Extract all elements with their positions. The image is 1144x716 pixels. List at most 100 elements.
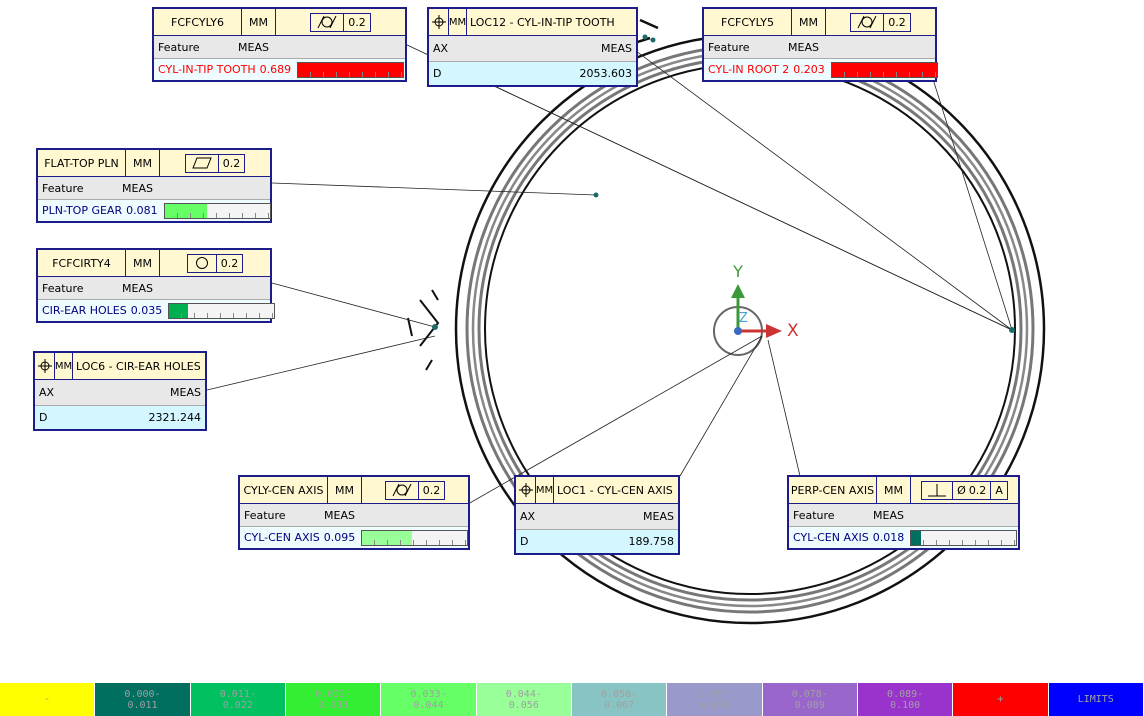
legend-label: 0.033 xyxy=(318,699,349,711)
legend-swatch: 0.033- 0.044 xyxy=(381,683,477,716)
tolerance: 0.2 xyxy=(422,483,441,497)
fcf-unit: MM xyxy=(242,9,276,35)
fcf-box: FLAT-TOP PLN MM 0.2 Feature MEAS PLN-TOP GEAR… xyxy=(36,148,272,223)
legend-label: 0.078- xyxy=(791,688,828,700)
feature-header: Feature xyxy=(244,508,286,522)
tolerance: 0.2 xyxy=(888,15,906,29)
axis: D xyxy=(520,535,529,548)
loc-title: LOC12 - CYL-IN-TIP TOOTH xyxy=(467,9,636,35)
fcf-tolerance-cell: 0.2 xyxy=(826,9,935,35)
legend-swatch: 0.022- 0.033 xyxy=(285,683,382,716)
fcf-box: PERP-CEN AXIS MM Ø 0.2 A Feature MEAS CYL-CEN A… xyxy=(787,475,1020,550)
deviation-bar xyxy=(168,302,276,319)
fcf-header: FCFCYLY6 MM 0.2 xyxy=(154,9,405,36)
legend-label: 0.011- xyxy=(219,688,256,700)
loc-column-header: AX MEAS xyxy=(516,504,678,529)
feature: CYL-IN-TIP TOOTH xyxy=(158,63,256,76)
legend-label: 0.044- xyxy=(505,688,542,700)
legend-label: 0.089 xyxy=(794,699,825,711)
fcf-column-header: Feature MEAS xyxy=(240,504,468,526)
loc-column-header: AX MEAS xyxy=(429,36,636,61)
tolerance: Ø 0.2 xyxy=(953,481,992,499)
meas: 0.018 xyxy=(872,531,905,544)
fcf-name: FCFCYLY6 xyxy=(154,9,242,35)
feature: CYL-IN ROOT 2 xyxy=(708,63,790,76)
tolerance-frame: Ø 0.2 A xyxy=(921,480,1008,500)
tolerance: 0.2 xyxy=(222,156,241,170)
deviation-bar xyxy=(830,61,938,78)
meas-header: MEAS xyxy=(873,508,904,522)
fcf-header: CYLY-CEN AXIS MM 0.2 xyxy=(240,477,468,504)
feature-header: Feature xyxy=(42,281,84,295)
fcf-unit: MM xyxy=(126,250,160,276)
loc-result: D 189.758 xyxy=(516,529,678,553)
meas: 2053.603 xyxy=(579,67,633,80)
loc-unit: MM xyxy=(536,477,554,503)
axis-triad: X Y Z xyxy=(731,262,799,341)
tolerance-frame: 0.2 xyxy=(184,153,246,173)
bar-ticks xyxy=(831,62,937,77)
bar-ticks xyxy=(298,62,404,77)
position-symbol xyxy=(516,477,536,503)
gdt-symbol xyxy=(311,13,345,31)
axis-header: AX xyxy=(520,510,536,523)
fcf-tolerance-cell: Ø 0.2 A xyxy=(911,477,1018,503)
tolerance-frame: 0.2 xyxy=(850,12,911,32)
legend-label: 0.056- xyxy=(601,688,638,700)
loc-unit: MM xyxy=(449,9,467,35)
fcf-tolerance-cell: 0.2 xyxy=(160,150,270,176)
fcf-name: FCFCYLY5 xyxy=(704,9,792,35)
bar-ticks xyxy=(164,203,270,218)
gdt-symbol xyxy=(386,481,419,499)
datum: A xyxy=(995,483,1003,497)
feature: PLN-TOP GEAR xyxy=(42,204,123,217)
meas: 0.095 xyxy=(323,531,356,544)
gdt-symbol xyxy=(922,481,954,499)
meas: 0.035 xyxy=(130,304,163,317)
axis-header: AX xyxy=(433,42,449,55)
fcf-column-header: Feature MEAS xyxy=(38,177,270,199)
fcf-unit: MM xyxy=(792,9,826,35)
fcf-column-header: Feature MEAS xyxy=(789,504,1018,526)
fcf-unit: MM xyxy=(126,150,160,176)
feature: CYL-CEN AXIS xyxy=(793,531,869,544)
legend-label: 0.011 xyxy=(127,699,158,711)
meas: 0.689 xyxy=(259,63,292,76)
legend-label: 0.000- xyxy=(124,688,161,700)
feature-points xyxy=(432,34,1015,333)
loc-header: MM LOC1 - CYL-CEN AXIS xyxy=(516,477,678,504)
legend-swatch: 0.089- 0.100 xyxy=(857,683,954,716)
deviation-bar xyxy=(163,202,271,219)
meas-header: MEAS xyxy=(788,40,819,54)
feature: CIR-EAR HOLES xyxy=(42,304,127,317)
loc-column-header: AX MEAS xyxy=(35,380,205,405)
meas: 0.081 xyxy=(126,204,158,217)
fcf-tolerance-cell: 0.2 xyxy=(362,477,468,503)
legend-label: 0.022- xyxy=(315,688,352,700)
fcf-unit: MM xyxy=(877,477,911,503)
legend-label: 0.033- xyxy=(410,688,447,700)
loc-header: MM LOC6 - CIR-EAR HOLES xyxy=(35,353,205,380)
z-axis-label: Z xyxy=(739,311,748,326)
axis: D xyxy=(39,411,48,424)
loc-title: LOC1 - CYL-CEN AXIS xyxy=(554,477,678,503)
tolerance: 0.2 xyxy=(220,256,239,270)
bar-ticks xyxy=(169,303,275,318)
legend-label: 0.044 xyxy=(413,699,444,711)
deviation-bar xyxy=(910,529,1018,546)
axis: D xyxy=(433,67,442,80)
legend-label: 0.067- xyxy=(696,688,733,700)
feature: CYL-CEN AXIS xyxy=(244,531,320,544)
legend-swatch: LIMITS xyxy=(1048,683,1144,716)
legend-label: 0.100 xyxy=(890,699,921,711)
axis-header: AX xyxy=(39,386,55,399)
loc-result: D 2053.603 xyxy=(429,61,636,85)
loc-result: D 2321.244 xyxy=(35,405,205,429)
bar-ticks xyxy=(911,530,1017,545)
feature-header: Feature xyxy=(793,508,835,522)
bar-ticks xyxy=(362,530,468,545)
deviation-bar xyxy=(361,529,469,546)
legend-swatch: 0.078- 0.089 xyxy=(762,683,858,716)
feature-header: Feature xyxy=(42,181,84,195)
